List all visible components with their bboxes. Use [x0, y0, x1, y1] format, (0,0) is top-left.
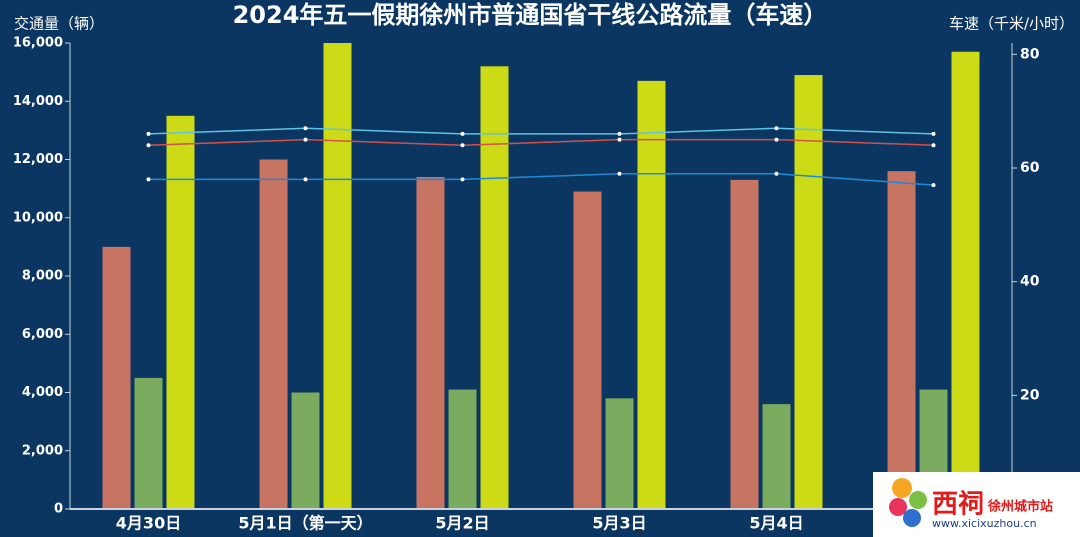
bar	[951, 51, 980, 510]
bar	[480, 66, 509, 510]
x-tick-label: 5月1日（第一天）	[238, 514, 372, 533]
y-tick-label: 16,000	[13, 36, 63, 51]
bar	[416, 176, 445, 509]
x-tick-label: 4月30日	[116, 514, 181, 533]
line-point	[460, 177, 465, 182]
line-point	[931, 131, 936, 136]
line-point	[774, 171, 779, 176]
line-point	[303, 177, 308, 182]
y2-axis-label: 车速（千米/小时）	[949, 15, 1074, 33]
logo-petal	[889, 498, 907, 516]
y2-tick-label: 60	[1020, 160, 1040, 176]
bar	[637, 80, 666, 510]
y-tick-label: 8,000	[22, 269, 63, 284]
logo-petal	[892, 478, 912, 498]
line-point	[931, 143, 936, 148]
line-point	[460, 131, 465, 136]
bar	[448, 389, 477, 509]
bar	[762, 404, 791, 509]
line-point	[617, 137, 622, 142]
y-tick-label: 4,000	[22, 385, 63, 400]
line	[148, 138, 934, 147]
bar	[605, 398, 634, 509]
bar	[323, 43, 352, 509]
y-tick-label: 2,000	[22, 443, 63, 458]
bar	[730, 179, 759, 509]
y-axis-label: 交通量（辆）	[14, 15, 104, 33]
bar	[102, 246, 131, 509]
bar	[573, 191, 602, 509]
y-tick-label: 6,000	[22, 327, 63, 342]
plot: 0 2,000 4,000 6,000 8,000 10,000 12,000 14,000 1…	[13, 36, 1040, 533]
bar	[291, 392, 320, 509]
y-tick-label: 0	[54, 502, 63, 517]
watermark-brand: 西祠	[932, 490, 984, 520]
x-tick-label: 5月3日	[592, 514, 646, 533]
line-point	[303, 126, 308, 131]
y-tick-label: 12,000	[13, 152, 63, 167]
line-point	[774, 137, 779, 142]
y-tick-label: 14,000	[13, 94, 63, 109]
y2-tick-label: 40	[1020, 274, 1040, 290]
bar	[887, 171, 916, 509]
line-point	[931, 183, 936, 188]
line-point	[774, 126, 779, 131]
y2-tick-label: 20	[1020, 387, 1040, 403]
logo-petal	[909, 491, 927, 509]
logo-petal	[903, 509, 921, 527]
y-tick-label: 10,000	[13, 210, 63, 225]
line-point	[303, 137, 308, 142]
watermark: 西祠 徐州城市站 www.xicixuzhou.cn	[873, 472, 1080, 537]
line-point	[146, 131, 151, 136]
bar	[259, 159, 288, 509]
line-point	[617, 131, 622, 136]
bar	[134, 377, 163, 509]
x-tick-label: 5月2日	[435, 514, 489, 533]
line-point	[146, 143, 151, 148]
watermark-site: 徐州城市站	[987, 499, 1053, 515]
watermark-url: www.xicixuzhou.cn	[932, 517, 1037, 530]
bar	[794, 75, 823, 509]
bar	[166, 115, 195, 509]
y2-tick-label: 80	[1020, 46, 1040, 62]
line	[148, 172, 934, 186]
chart-title: 2024年五一假期徐州市普通国省干线公路流量（车速）	[233, 1, 828, 29]
line-point	[460, 143, 465, 148]
line	[148, 127, 934, 135]
line-point	[617, 171, 622, 176]
line-point	[146, 177, 151, 182]
x-tick-label: 5月4日	[749, 514, 803, 533]
